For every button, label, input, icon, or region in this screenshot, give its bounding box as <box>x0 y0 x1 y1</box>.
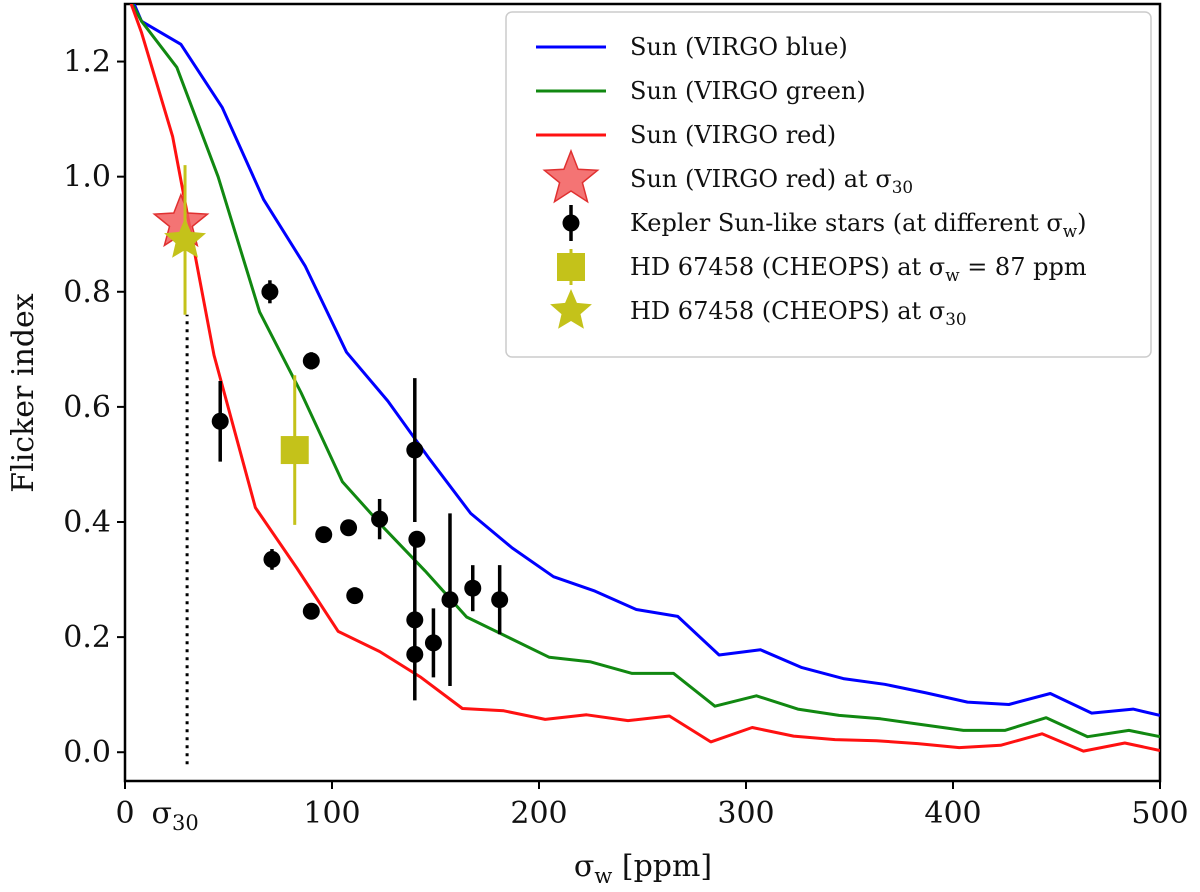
x-tick-label-300: 300 <box>717 796 774 831</box>
hd67458-sigma30-star <box>164 218 206 258</box>
kepler-point-14 <box>424 634 442 652</box>
hd67458-square <box>280 436 309 465</box>
y-tick-label-2: 0.4 <box>63 505 111 540</box>
legend-swatch-6 <box>557 253 585 281</box>
legend-label-7: HD 67458 (CHEOPS) at σ30 <box>630 297 967 329</box>
legend-swatch-7 <box>550 289 592 329</box>
kepler-point-15 <box>441 591 459 609</box>
y-tick-label-5: 1.0 <box>63 160 111 195</box>
y-tick-label-0: 0.0 <box>63 735 111 770</box>
legend-label-2: Sun (VIRGO green) <box>630 77 866 105</box>
kepler-point-11 <box>408 530 426 548</box>
y-tick-label-4: 0.8 <box>63 275 111 310</box>
x-axis-label: σw [ppm] <box>574 849 712 888</box>
x-tick-label-0: 0 <box>115 796 134 831</box>
sigma30-tick-label: σ30 <box>151 796 198 835</box>
kepler-point-5 <box>302 602 320 620</box>
legend: Sun (VIRGO blue) Sun (VIRGO green) Sun (VI… <box>505 11 1152 358</box>
x-tick-label-400: 400 <box>924 796 981 831</box>
series-line-2 <box>130 4 1160 739</box>
plot-frame <box>123 2 1162 783</box>
kepler-point-2 <box>261 283 279 301</box>
legend-label-6: HD 67458 (CHEOPS) at σw = 87 ppm <box>630 253 1087 285</box>
x-tick-label-500: 500 <box>1131 796 1188 831</box>
series-line-3 <box>129 4 1160 753</box>
legend-label-4: Sun (VIRGO red) at σ30 <box>630 165 913 197</box>
x-tick-label-200: 200 <box>510 796 567 831</box>
legend-box <box>505 11 1152 358</box>
y-tick-label-3: 0.6 <box>63 390 111 425</box>
y-axis-label: Flicker index <box>6 293 41 492</box>
kepler-point-1 <box>211 412 229 430</box>
y-tick-label-6: 1.2 <box>63 45 111 80</box>
series-line-1 <box>132 4 1160 717</box>
legend-label-3: Sun (VIRGO red) <box>630 121 836 149</box>
kepler-point-17 <box>491 591 509 609</box>
x-tick-label-100: 100 <box>303 796 360 831</box>
legend-swatch-5 <box>562 214 580 232</box>
kepler-point-12 <box>406 611 424 629</box>
kepler-point-3 <box>263 550 281 568</box>
kepler-point-9 <box>371 510 389 528</box>
kepler-point-4 <box>302 352 320 370</box>
legend-swatch-4 <box>542 148 600 204</box>
legend-label-1: Sun (VIRGO blue) <box>630 33 848 61</box>
y-tick-label-1: 0.2 <box>63 620 111 655</box>
kepler-point-16 <box>464 579 482 597</box>
kepler-point-8 <box>346 587 364 605</box>
kepler-point-6 <box>315 526 333 544</box>
kepler-point-10 <box>406 441 424 459</box>
kepler-point-13 <box>406 645 424 663</box>
kepler-point-7 <box>340 519 358 537</box>
legend-label-5: Kepler Sun-like stars (at different σw) <box>630 209 1087 241</box>
